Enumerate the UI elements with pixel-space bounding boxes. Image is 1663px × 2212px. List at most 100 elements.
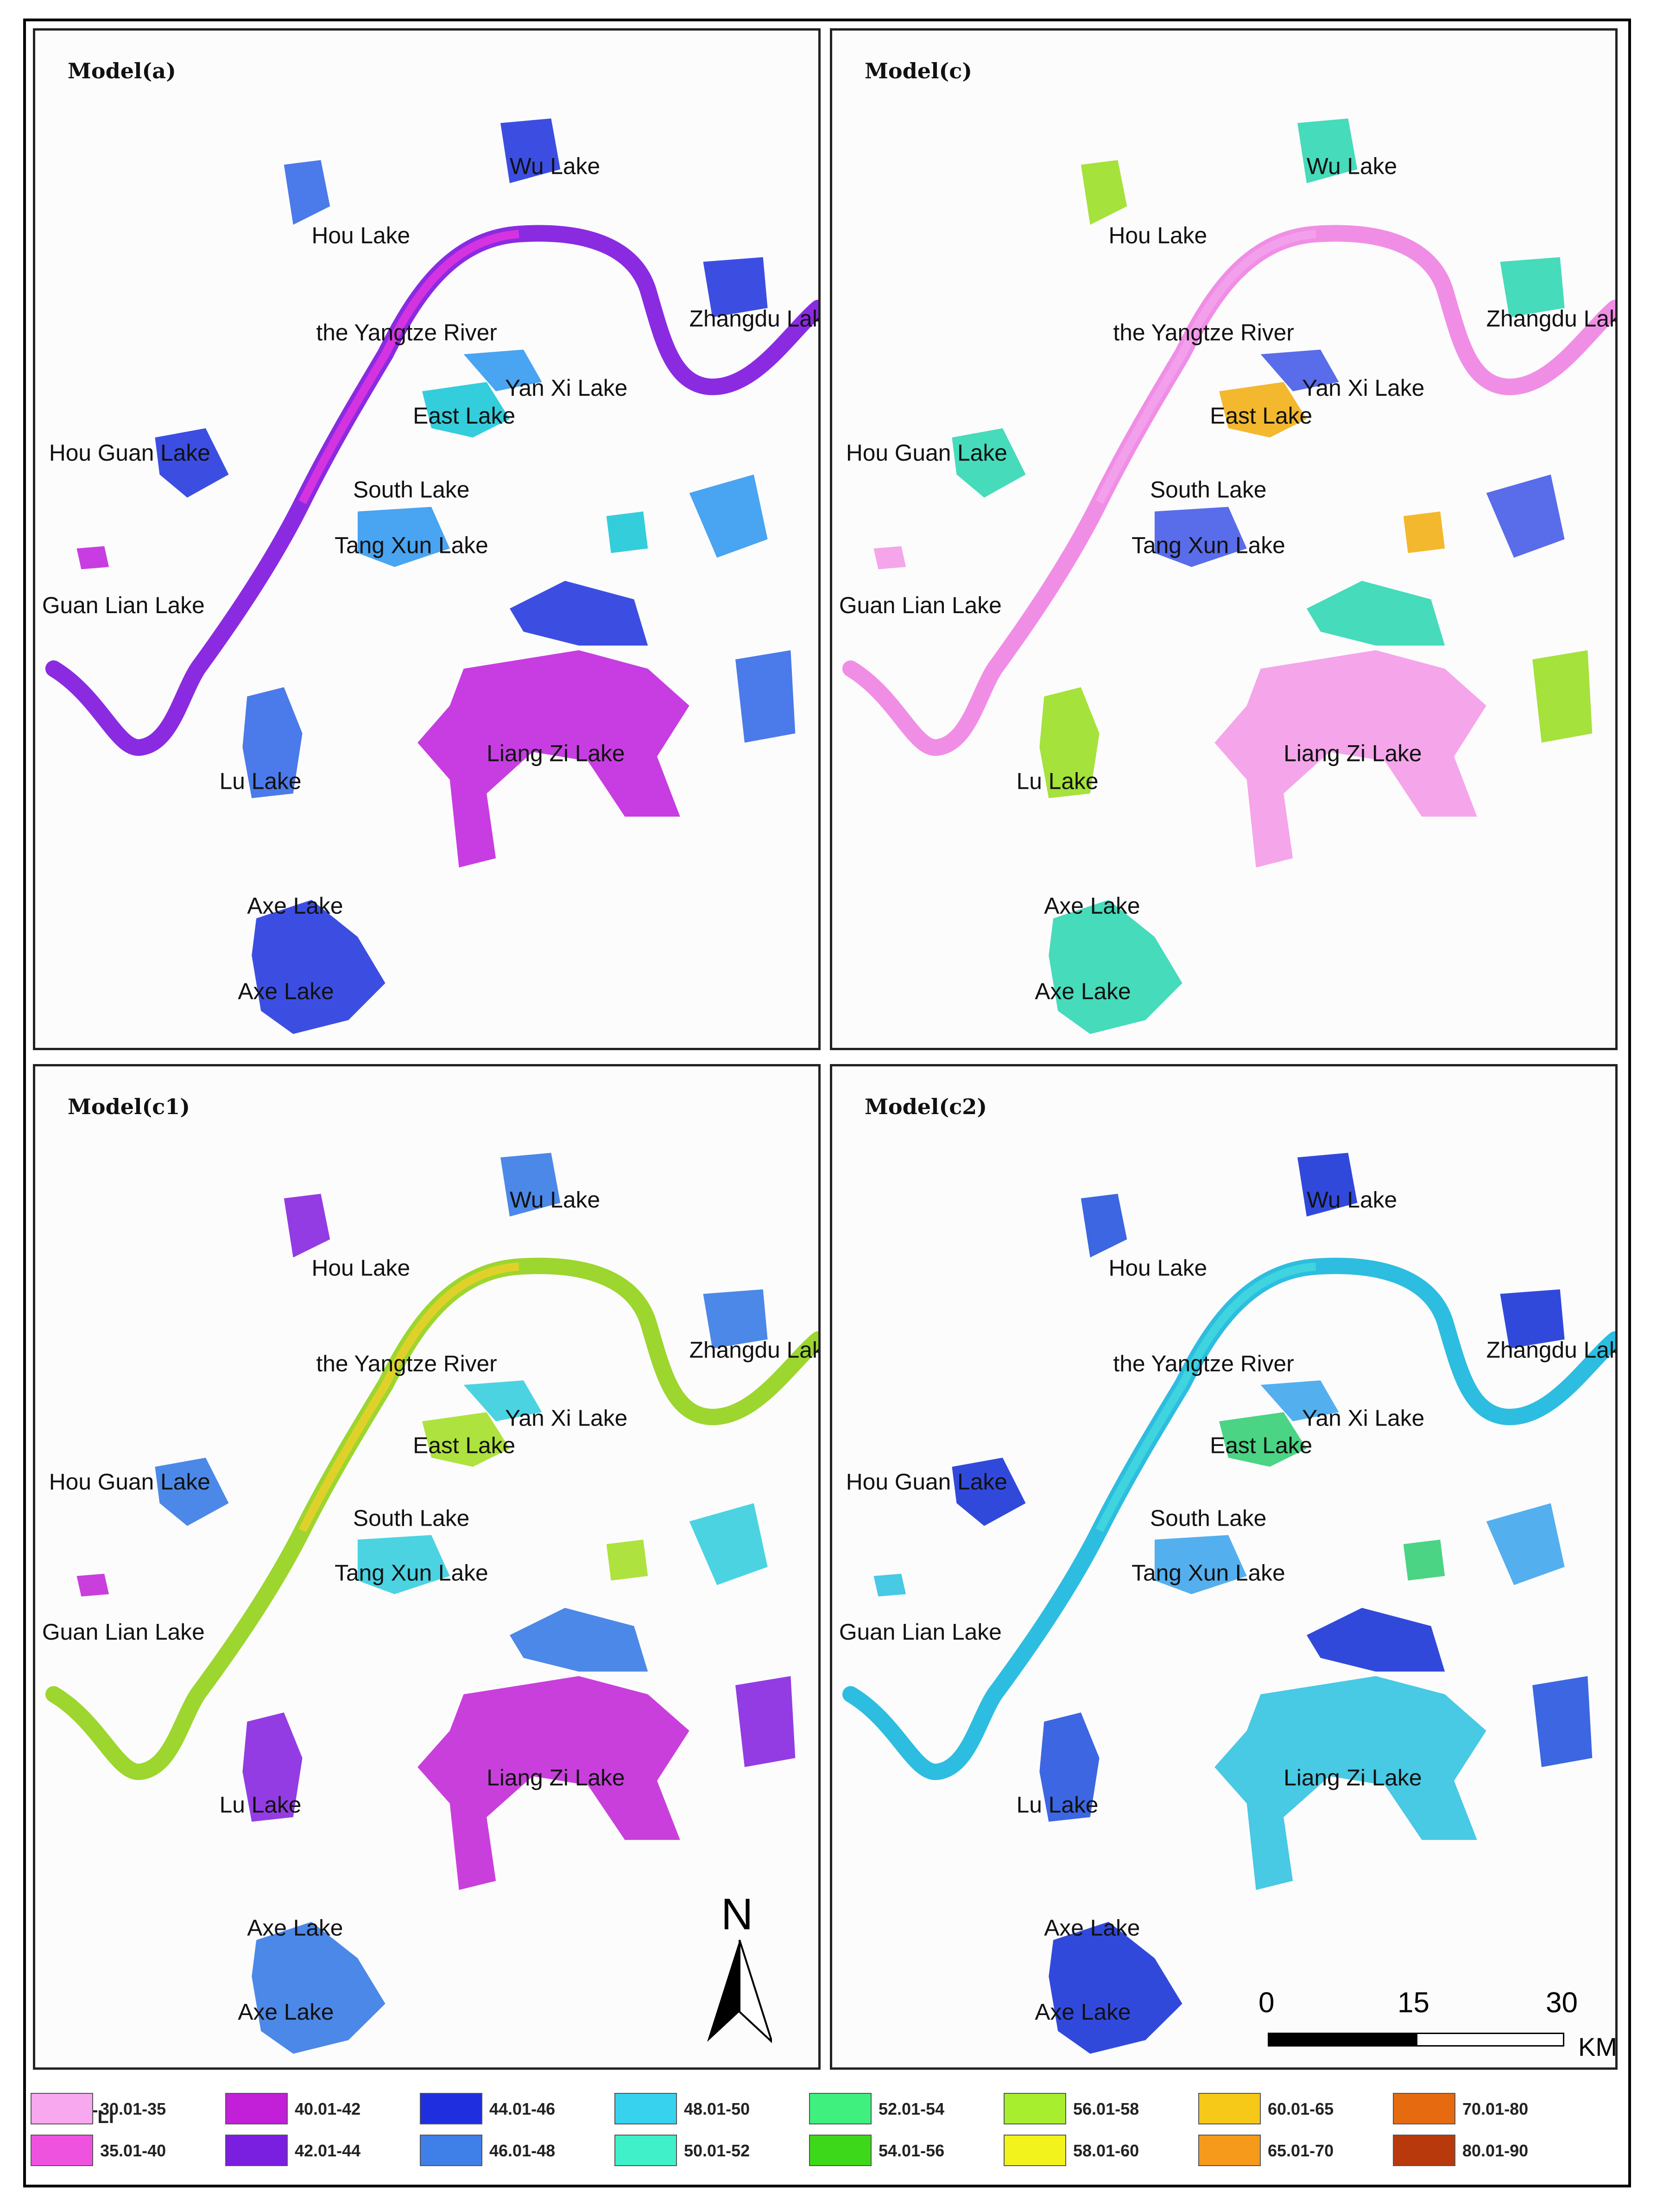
place-label-hou-lake: Hou Lake: [1108, 222, 1207, 248]
east-lakes-cluster: [689, 1503, 768, 1585]
lu-lake: [242, 687, 303, 799]
lu-lake: [1039, 1712, 1100, 1822]
place-label-zhangdu-lake: Zhangdu Lake: [1486, 305, 1615, 331]
tang-xun-lake: [357, 507, 450, 567]
yan-xi-lake: [463, 349, 542, 392]
liang-zi-north-arm: [1306, 581, 1445, 646]
place-label-yan-xi-lake: Yan Xi Lake: [505, 1406, 627, 1431]
legend-label: 70.01-80: [1462, 2099, 1529, 2118]
east-side-lake: [735, 1676, 796, 1767]
hou-guan-lake: [952, 428, 1026, 498]
place-label-south-lake: South Lake: [1150, 1506, 1266, 1531]
legend-label: 42.01-44: [295, 2141, 361, 2160]
yan-xi-lake: [1260, 1380, 1339, 1421]
place-label-guan-lian-lake: Guan Lian Lake: [839, 592, 1002, 618]
place-label-axe-lake: Axe Lake: [238, 1999, 334, 2025]
hou-guan-lake: [952, 1458, 1026, 1526]
yan-xi-lake: [463, 1380, 542, 1421]
place-label-lu-lake: Lu Lake: [220, 1792, 302, 1818]
place-label-east-lake: East Lake: [1210, 403, 1312, 429]
yangtze-river-branch: [298, 1262, 519, 1533]
hou-lake: [284, 1193, 330, 1258]
legend-label: 35.01-40: [100, 2141, 166, 2160]
east-lakes-cluster: [689, 474, 768, 558]
place-label-east-lake: East Lake: [413, 1433, 515, 1458]
hou-lake: [1081, 160, 1127, 225]
panel-title: Model(c2): [865, 1094, 987, 1119]
tli-map: Hou Lake Wu Lake Zhangdu Lake the Yangtze R…: [839, 118, 1615, 1034]
place-label-tang-xun-lake: Tang Xun Lake: [1132, 532, 1285, 558]
legend-swatch: [1393, 2093, 1455, 2124]
guan-lian-lake: [873, 1573, 906, 1597]
legend-label: 50.01-52: [684, 2141, 750, 2160]
place-label-liang-zi-lake: Liang Zi Lake: [1284, 740, 1422, 766]
hou-lake: [1081, 1193, 1127, 1258]
legend-swatch: [31, 2093, 93, 2124]
map-panel-model-c2: Hou Lake Wu Lake Zhangdu Lake the Yangtze R…: [830, 1064, 1618, 2070]
zhangdu-lake: [1500, 257, 1565, 317]
legend-swatch: [614, 2093, 677, 2124]
place-label-guan-lian-lake: Guan Lian Lake: [839, 1619, 1002, 1645]
north-arrow-label: N: [721, 1889, 753, 1939]
legend-swatch: [225, 2135, 288, 2166]
place-label-zhangdu-lake: Zhangdu Lake: [689, 1337, 818, 1363]
place-label-south-lake: South Lake: [353, 477, 469, 503]
liang-zi-north-arm: [1306, 1608, 1445, 1672]
small-lake-center: [606, 511, 648, 553]
legend-swatch: [420, 2093, 482, 2124]
legend-swatch: [225, 2093, 288, 2124]
tang-xun-lake: [357, 1535, 450, 1594]
small-lake-center: [1403, 1540, 1445, 1581]
place-label-wu-lake: Wu Lake: [510, 153, 600, 179]
zhangdu-lake: [1500, 1289, 1565, 1349]
east-side-lake: [735, 650, 796, 743]
legend-label: 58.01-60: [1073, 2141, 1139, 2160]
small-lake-center: [1403, 511, 1445, 553]
panel-title: Model(a): [68, 58, 176, 83]
panel-title: Model(c1): [68, 1094, 190, 1119]
place-label-axe-lake: Axe Lake: [1035, 1999, 1131, 2025]
wu-lake: [500, 118, 561, 184]
yangtze-river-branch: [1095, 1262, 1316, 1533]
place-label-yan-xi-lake: Yan Xi Lake: [1302, 375, 1424, 401]
axe-lake: [1049, 1921, 1182, 2054]
place-label-tang-xun-lake: Tang Xun Lake: [1132, 1560, 1285, 1586]
east-side-lake: [1532, 650, 1593, 743]
place-label-south-lake: South Lake: [1150, 477, 1266, 503]
place-label-hou-guan-lake: Hou Guan Lake: [49, 1469, 210, 1495]
zhangdu-lake: [703, 1289, 768, 1349]
legend-label: 44.01-46: [489, 2099, 556, 2118]
place-label-zhangdu-lake: Zhangdu Lake: [1486, 1337, 1615, 1363]
wu-lake: [500, 1153, 561, 1217]
north-arrow: N: [707, 1889, 774, 2047]
place-label-liang-zi-lake: Liang Zi Lake: [1284, 1765, 1422, 1791]
place-label-wu-lake: Wu Lake: [510, 1187, 600, 1213]
legend-label: 54.01-56: [879, 2141, 945, 2160]
scale-tick-30: 30: [1546, 1987, 1578, 2019]
liang-zi-lake: [417, 1676, 689, 1890]
panel-title: Model(c): [865, 58, 973, 83]
legend-label: 40.01-42: [295, 2099, 361, 2118]
place-label-tang-xun-lake: Tang Xun Lake: [335, 1560, 488, 1586]
legend-label: 46.01-48: [489, 2141, 556, 2160]
place-label-liang-zi-lake: Liang Zi Lake: [487, 1765, 625, 1791]
place-label-axe-lake: Axe Lake: [247, 893, 343, 919]
legend-label: 48.01-50: [684, 2099, 750, 2118]
legend-label: 60.01-65: [1268, 2099, 1334, 2118]
tli-legend: TLI 30.01-35 35.01-40 40.01-42 42.01-44 44.0…: [26, 2079, 1634, 2190]
hou-lake: [284, 160, 330, 225]
place-label-guan-lian-lake: Guan Lian Lake: [42, 592, 205, 618]
place-label-wu-lake: Wu Lake: [1307, 1187, 1397, 1213]
east-lakes-cluster: [1486, 1503, 1565, 1585]
place-label-hou-lake: Hou Lake: [311, 1255, 410, 1281]
yangtze-river-branch: [298, 230, 519, 504]
legend-swatch: [614, 2135, 677, 2166]
figure-frame: Hou Lake Wu Lake Zhangdu Lake the Yangtze R…: [23, 19, 1631, 2187]
east-lake: [1219, 382, 1307, 437]
place-label-axe-lake: Axe Lake: [1044, 893, 1140, 919]
liang-zi-lake: [1214, 1676, 1486, 1890]
legend-swatch: [1198, 2093, 1261, 2124]
place-label-lu-lake: Lu Lake: [220, 768, 302, 794]
place-label-axe-lake: Axe Lake: [1044, 1915, 1140, 1941]
tli-map: Hou Lake Wu Lake Zhangdu Lake the Yangtze R…: [42, 1153, 818, 2054]
